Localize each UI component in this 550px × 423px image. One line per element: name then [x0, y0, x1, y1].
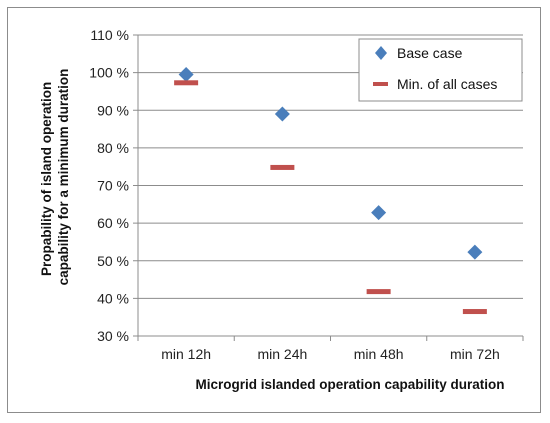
- y-tick-label: 110 %: [90, 27, 129, 43]
- y-axis-title-line-1: Propability of island operation: [39, 82, 54, 276]
- base-case-point: [467, 244, 483, 260]
- y-tick-labels: 30 % 40 % 50 % 60 % 70 % 80 % 90 % 100 % 110 %: [89, 27, 138, 344]
- y-tick-label: 30 %: [97, 328, 129, 344]
- legend-marker-base-case: [375, 46, 387, 60]
- y-axis-title: Propability of island operation capabili…: [39, 69, 71, 286]
- base-case-point: [274, 106, 290, 122]
- x-tick-label: min 48h: [354, 346, 404, 362]
- y-tick-label: 60 %: [97, 215, 129, 231]
- y-tick-label: 70 %: [97, 178, 129, 194]
- y-tick-label: 100 %: [89, 65, 129, 81]
- x-tick-label: min 72h: [450, 346, 500, 362]
- base-case-point: [178, 67, 194, 83]
- base-case-point: [371, 205, 387, 221]
- data-marks: [174, 67, 487, 315]
- y-tick-label: 90 %: [97, 102, 129, 118]
- legend-marker-min-all-cases: [373, 82, 388, 86]
- min-all-cases-point: [174, 80, 199, 86]
- legend-label-base-case: Base case: [397, 45, 463, 61]
- legend: Base case Min. of all cases: [358, 38, 523, 102]
- legend-box: [358, 38, 523, 102]
- y-tick-label: 80 %: [97, 140, 129, 156]
- x-tick-label: min 12h: [161, 346, 211, 362]
- min-all-cases-point: [366, 289, 391, 295]
- y-tick-label: 50 %: [97, 253, 129, 269]
- y-axis-title-line-2: capability for a minimum duration: [56, 69, 71, 286]
- min-all-cases-point: [462, 309, 487, 315]
- y-tick-label: 40 %: [97, 290, 129, 306]
- min-all-cases-point: [270, 164, 295, 170]
- x-axis-title: Microgrid islanded operation capability …: [195, 377, 504, 392]
- x-tick-label: min 24h: [257, 346, 307, 362]
- legend-label-min-all-cases: Min. of all cases: [397, 76, 497, 92]
- x-tick-labels: min 12h min 24h min 48h min 72h: [137, 336, 524, 362]
